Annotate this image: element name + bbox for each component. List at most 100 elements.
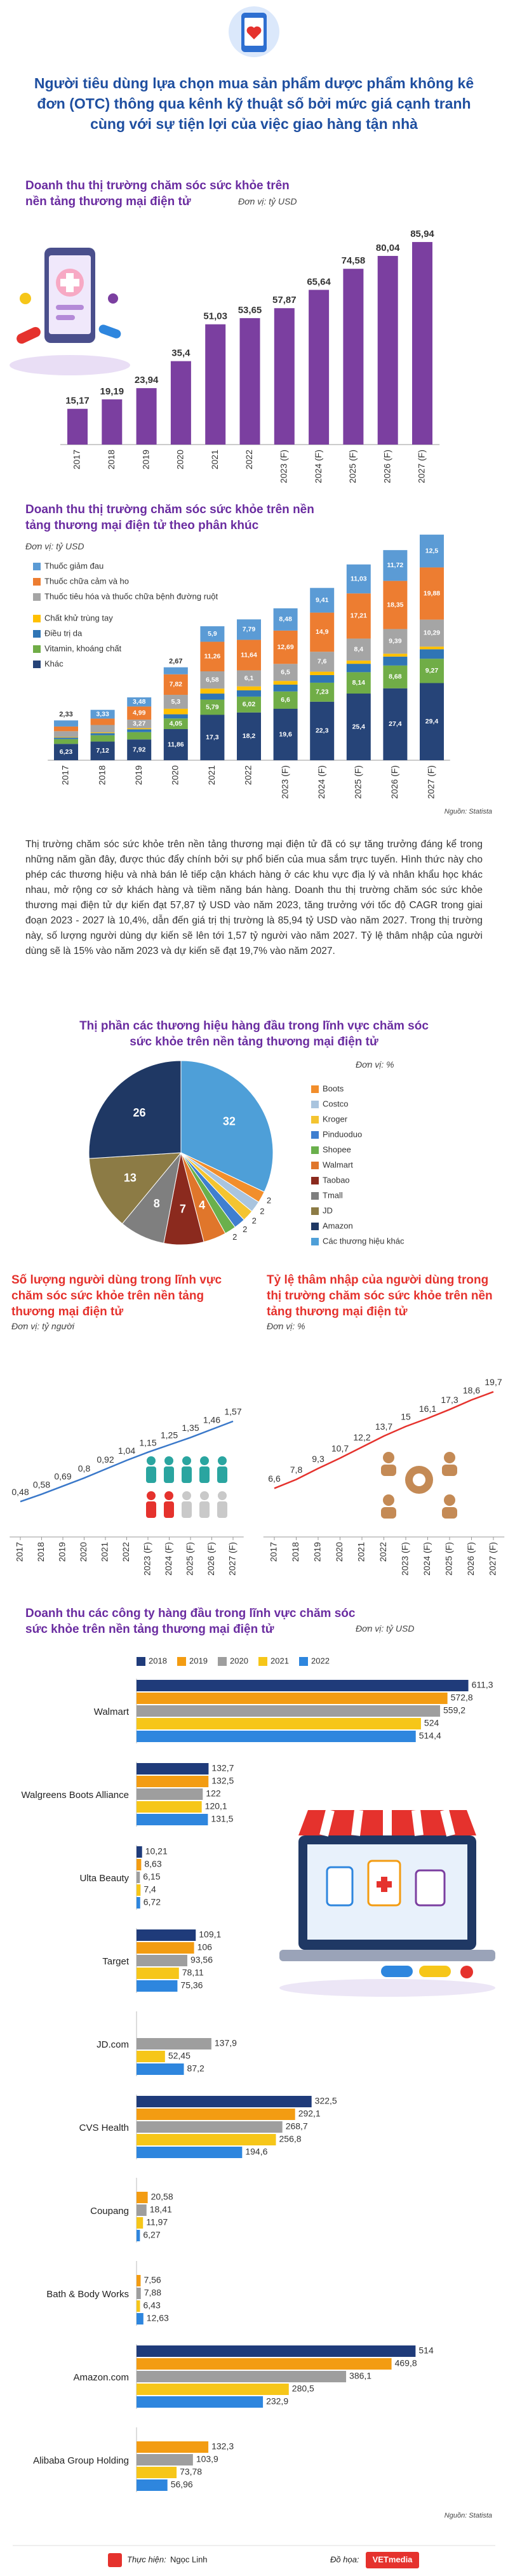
bar <box>137 1955 187 1966</box>
value-label: 18,41 <box>150 2204 172 2215</box>
bar <box>377 255 398 445</box>
company-label: Amazon.com <box>73 2371 129 2383</box>
legend-swatch <box>258 1657 267 1666</box>
chart-title: Số lượng người dùng trong lĩnh vực chăm … <box>11 1273 222 1318</box>
value-label: 19,19 <box>100 386 124 397</box>
bar-segment <box>420 647 444 650</box>
segment-label: 5,79 <box>206 703 219 711</box>
segment-label: 6,58 <box>206 676 219 683</box>
bar <box>137 1788 203 1800</box>
bar <box>137 1884 141 1896</box>
bar-segment <box>346 664 371 673</box>
legend-label: Thuốc tiêu hóa và thuốc chữa bệnh đường … <box>44 591 218 601</box>
x-tick-label: 2018 <box>106 450 116 469</box>
segment-label: 14,9 <box>316 628 329 636</box>
legend-label: 2021 <box>271 1656 289 1665</box>
segment-label: 3,48 <box>133 698 146 706</box>
bar-segment <box>383 654 408 657</box>
legend-swatch <box>33 563 41 570</box>
pie-slice <box>88 1152 182 1224</box>
company-label: Walmart <box>93 1706 129 1717</box>
legend-swatch <box>311 1223 319 1230</box>
value-label: 8,63 <box>144 1859 161 1869</box>
footer-badge <box>366 2552 419 2568</box>
legend-label: Kroger <box>323 1114 348 1124</box>
pie-label: 2 <box>267 1196 271 1205</box>
bar-segment <box>127 697 152 707</box>
bar <box>137 2063 184 2075</box>
value-label: 132,7 <box>211 1763 234 1773</box>
segment-label: 6,23 <box>60 748 73 756</box>
legend-label: Taobao <box>323 1175 350 1184</box>
bar <box>137 2192 148 2203</box>
x-tick-label: 2017 <box>269 1542 279 1562</box>
bar <box>137 2313 144 2324</box>
value-label: 256,8 <box>279 2134 302 2144</box>
bar-segment <box>163 708 188 714</box>
penetration-icon <box>381 1452 457 1519</box>
bar-segment <box>90 718 115 725</box>
bar-segment <box>346 672 371 694</box>
value-label: 103,9 <box>196 2454 218 2464</box>
value-label: 292,1 <box>298 2109 321 2119</box>
segment-label: 11,26 <box>204 653 221 661</box>
legend-label: Điều trị da <box>44 628 83 638</box>
value-label: 194,6 <box>245 2147 267 2157</box>
value-label: 85,94 <box>410 229 434 239</box>
bar-segment <box>273 608 298 631</box>
bar <box>274 308 295 445</box>
segment-label: 7,12 <box>96 747 109 755</box>
bar-segment <box>273 664 298 681</box>
pie-label: 4 <box>199 1198 205 1211</box>
bar-segment <box>200 699 225 715</box>
segment-label: 17,3 <box>206 734 219 741</box>
legend-label: Thuốc chữa cảm và ho <box>44 576 129 586</box>
bar-segment <box>310 701 335 760</box>
phone-illustration <box>10 248 130 375</box>
company-label: JD.com <box>97 2039 129 2050</box>
value-label: 109,1 <box>199 1929 221 1940</box>
bar-segment <box>237 619 261 640</box>
legend-swatch <box>177 1657 186 1666</box>
bar-segment <box>127 739 152 760</box>
value-label: 137,9 <box>215 2038 237 2048</box>
bar <box>137 2096 312 2107</box>
legend-label: 2019 <box>189 1656 208 1665</box>
company-label: Bath & Body Works <box>46 2288 129 2300</box>
bar-segment <box>90 732 115 734</box>
bar <box>137 1776 209 1787</box>
segment-label: 10,29 <box>424 629 440 637</box>
segment-label: 8,14 <box>352 679 366 687</box>
value-label: 0,48 <box>11 1487 29 1497</box>
source-note: Nguồn: Statista <box>444 808 492 815</box>
value-label: 12,63 <box>147 2313 169 2323</box>
segment-label: 9,27 <box>425 667 439 674</box>
value-label: 9,3 <box>312 1454 324 1464</box>
bar-segment <box>90 709 115 719</box>
value-label: 106 <box>197 1942 213 1952</box>
bar-segment <box>90 735 115 742</box>
bar <box>137 1872 140 1883</box>
bar-segment <box>310 682 335 702</box>
segment-label: 27,4 <box>389 720 402 728</box>
x-tick-label: 2020 <box>175 450 185 469</box>
bar-segment <box>237 690 261 697</box>
x-tick-label: 2022 <box>243 765 253 785</box>
value-label: 1,25 <box>161 1430 178 1440</box>
value-label: 132,3 <box>211 2441 234 2452</box>
x-tick-label: 2026 (F) <box>465 1542 476 1576</box>
bar-segment <box>310 612 335 652</box>
x-tick-label: 2023 (F) <box>279 450 289 483</box>
value-label: 120,1 <box>205 1801 227 1811</box>
bar-segment <box>54 726 78 732</box>
segment-label: 29,4 <box>425 718 439 725</box>
value-label: 73,78 <box>180 2467 202 2477</box>
segment-label: 7,79 <box>243 626 256 633</box>
value-label: 15,17 <box>65 396 90 406</box>
legend-label: Costco <box>323 1099 348 1108</box>
segment-label: 19,88 <box>424 589 440 597</box>
value-label: 20,58 <box>151 2192 173 2202</box>
bar-segment <box>346 564 371 594</box>
value-label: 469,8 <box>395 2358 417 2368</box>
